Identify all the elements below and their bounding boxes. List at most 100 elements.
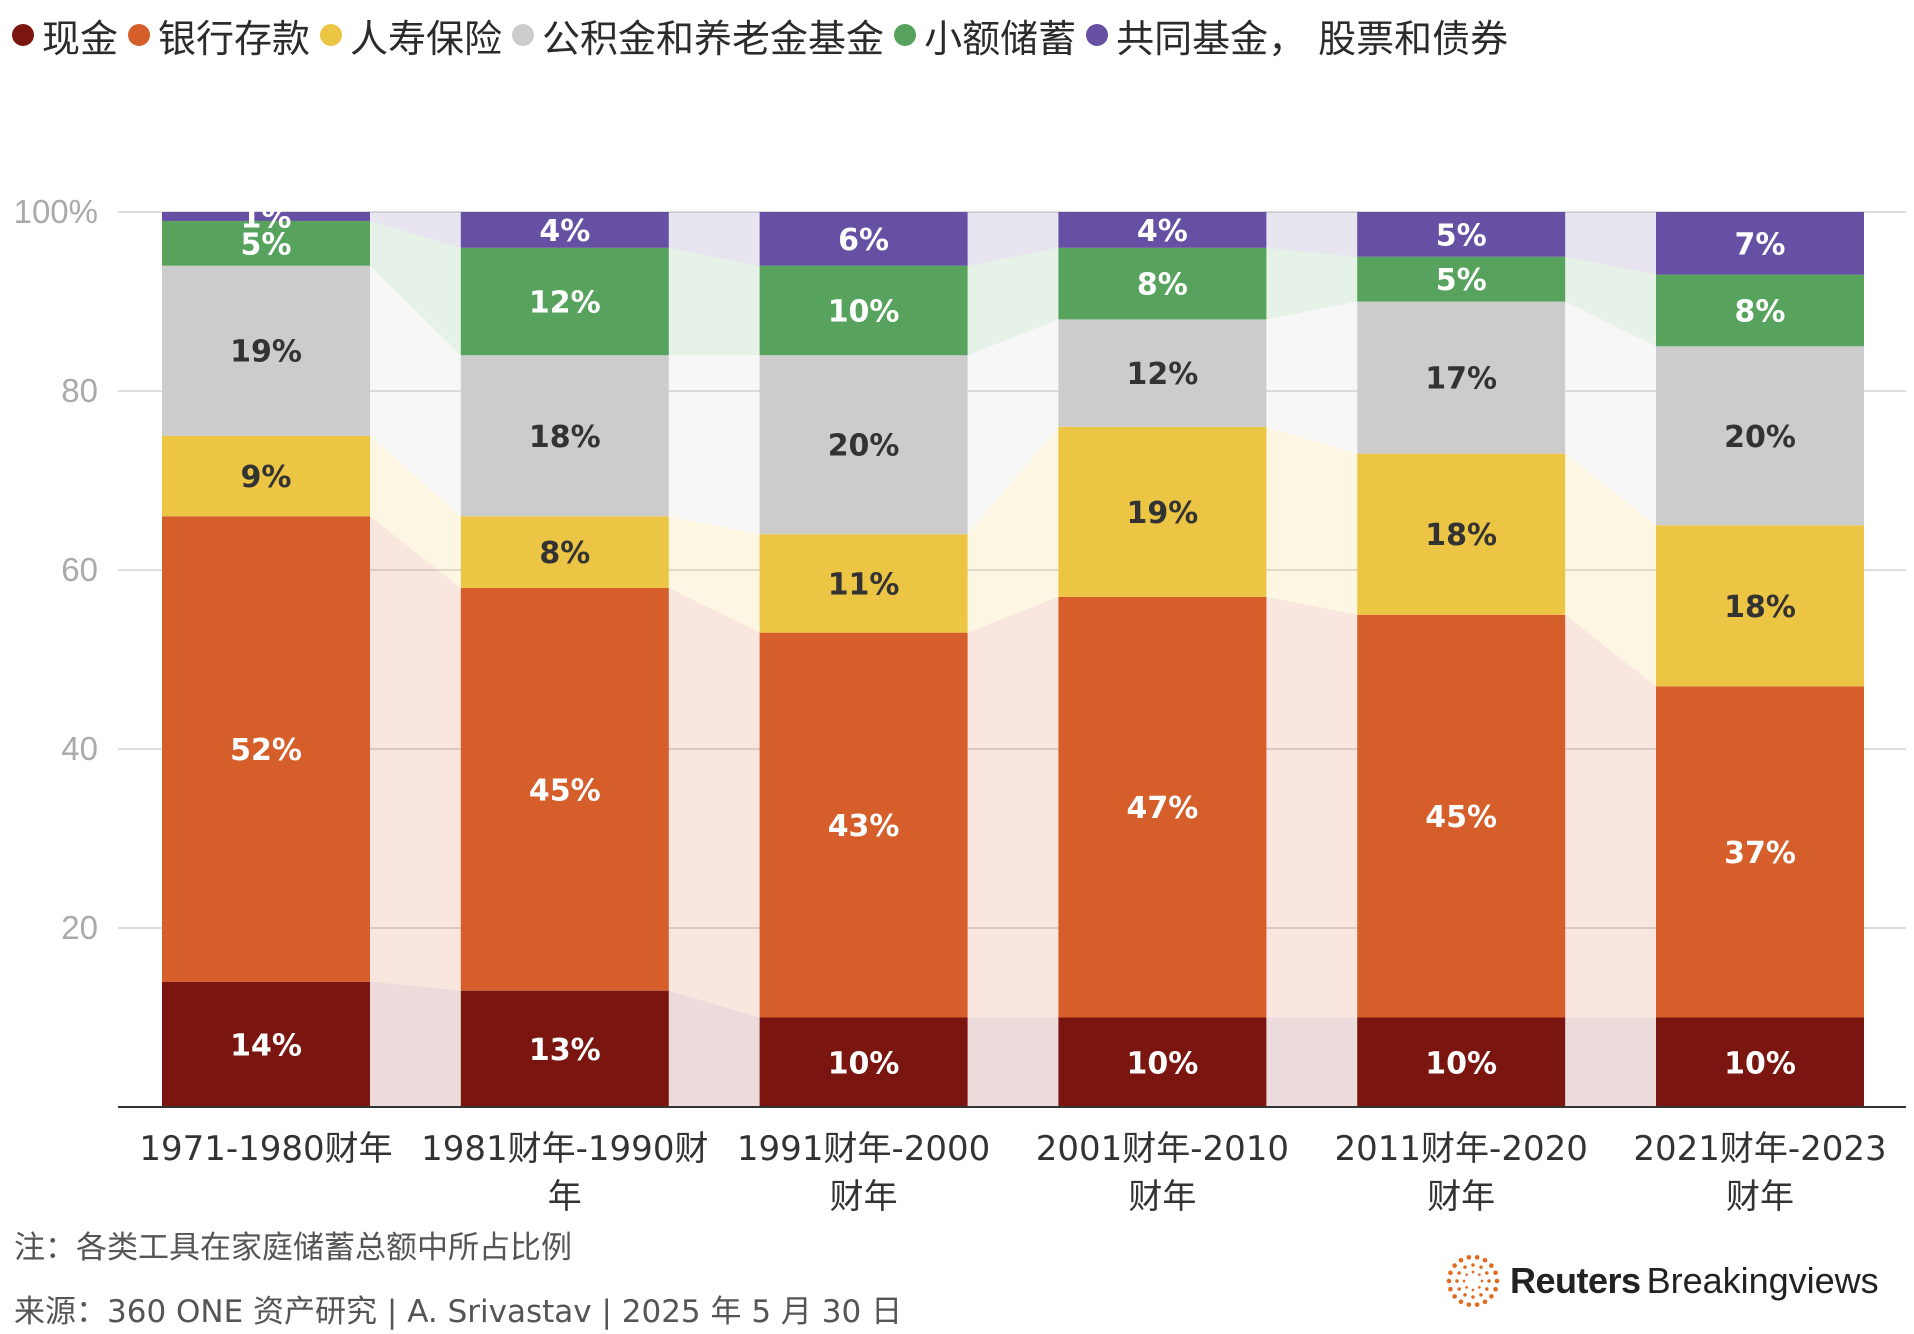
logo-dot (1479, 1293, 1483, 1297)
bar-segment (1656, 346, 1864, 526)
chart-note: 注：各类工具在家庭储蓄总额中所占比例 (14, 1230, 572, 1266)
legend-swatch (894, 24, 917, 46)
data-label: 1% (241, 200, 292, 235)
bar-segment (1058, 319, 1267, 427)
data-label: 6% (838, 223, 889, 258)
connector-ribbon (967, 596, 1059, 1018)
data-label: 52% (230, 733, 302, 768)
logo-dot (1493, 1270, 1498, 1276)
bar-segment (1656, 686, 1864, 1018)
data-label: 4% (539, 214, 590, 249)
data-label: 4% (1137, 214, 1188, 249)
x-tick-label: 1981财年-1990财年 (421, 1129, 708, 1215)
connector-ribbon (1266, 212, 1358, 257)
legend-swatch (12, 24, 34, 46)
logo-dot (1493, 1286, 1498, 1292)
brand-name-strong: Reuters (1510, 1260, 1641, 1301)
bar-segment (162, 220, 370, 266)
x-tick-label-line: 1991财年-2000 (737, 1129, 990, 1169)
connector-ribbon (668, 516, 760, 633)
connector-ribbon (668, 355, 760, 535)
data-label: 18% (1425, 518, 1497, 553)
bar-segment (1357, 256, 1566, 302)
connector-ribbon (668, 212, 760, 266)
connector-ribbon (370, 435, 461, 588)
legend-swatch (512, 24, 535, 46)
x-tick-label: 2011财年-2020 财年 (1335, 1129, 1588, 1215)
logo-dot (1446, 1278, 1452, 1284)
logo-dot (1489, 1294, 1494, 1299)
logo-dot (1494, 1278, 1500, 1284)
legend-item: 银行存款 (128, 8, 320, 63)
bar-segment (1656, 525, 1864, 687)
data-label: 10% (1724, 1046, 1796, 1081)
data-label: 8% (1137, 268, 1188, 303)
legend-label: 小额储蓄 (924, 16, 1077, 61)
legend-label: 人寿保险 (350, 16, 503, 61)
y-tick-label: 100% (14, 193, 98, 230)
logo-dot (1489, 1263, 1494, 1268)
logo-dot (1471, 1263, 1475, 1267)
data-label: 10% (1126, 1046, 1198, 1081)
data-label: 43% (828, 809, 900, 844)
data-label: 18% (529, 420, 601, 455)
bar-segment (759, 212, 968, 266)
bar-segment (1656, 274, 1864, 347)
data-label: 20% (1724, 420, 1796, 455)
legend-item: 共同基金， 股票和债券 (1086, 8, 1518, 63)
brand-logo: Reuters Breakingviews (1446, 1254, 1879, 1308)
legend-item: 现金 (12, 8, 128, 63)
data-label: 17% (1425, 362, 1497, 397)
connector-ribbon (1266, 301, 1358, 454)
connector-ribbon (370, 981, 461, 1107)
data-label: 10% (1425, 1046, 1497, 1081)
bar-segment (1656, 1017, 1864, 1107)
connector-ribbon (1266, 1017, 1358, 1107)
axes: 20 40 60 80 100% 1971-1980财年 1981财年-1990财年 1991… (14, 193, 1906, 1215)
logo-dot (1478, 1273, 1481, 1276)
data-label: 19% (1126, 496, 1198, 531)
x-tick-label: 2021财年-2023 财年 (1633, 1129, 1886, 1215)
bar-segment (1357, 212, 1566, 257)
y-tick-label: 40 (61, 730, 98, 767)
reuters-dot-logo-icon (1446, 1255, 1500, 1307)
bar-segment (759, 1017, 968, 1107)
data-label: 19% (230, 335, 302, 370)
legend-item: 小额储蓄 (894, 8, 1086, 63)
logo-dot (1487, 1279, 1491, 1283)
legend-item: 人寿保险 (320, 8, 512, 63)
legend-label: 共同基金， 股票和债券 (1116, 16, 1509, 61)
bar-segment (1357, 453, 1566, 615)
data-label: 7% (1735, 227, 1786, 262)
data-label: 20% (828, 429, 900, 464)
x-tick-label: 2001财年-2010 财年 (1036, 1129, 1289, 1215)
data-label: 12% (1126, 357, 1198, 392)
logo-dot (1448, 1270, 1453, 1276)
logo-dot (1480, 1279, 1484, 1283)
data-label: 12% (529, 286, 601, 321)
x-tick-label-line: 1971-1980财年 (139, 1129, 392, 1169)
legend-item: 公积金和养老金基金 (512, 8, 894, 63)
bar-segment (1058, 426, 1267, 597)
connector-ribbon (1266, 596, 1358, 1018)
bar-segment (1058, 247, 1267, 320)
legend: 现金 银行存款 人寿保险 公积金和养老金基金 小额储蓄 共同基金， 股票和债券 (12, 8, 1518, 63)
y-tick-label: 80 (61, 372, 98, 409)
bar-segment (1656, 212, 1864, 275)
bar-segment (1357, 1017, 1566, 1107)
bar-segment (759, 534, 968, 633)
bar-segment (460, 212, 669, 248)
bar-segment (460, 516, 669, 588)
chart-source: 来源：360 ONE 资产研究 | A. Srivastav | 2025 年 … (14, 1294, 903, 1330)
logo-dot (1457, 1271, 1461, 1275)
legend-label: 银行存款 (158, 16, 311, 61)
logo-dot (1457, 1287, 1461, 1291)
bar-segment (1357, 301, 1566, 454)
bar-segment (759, 632, 968, 1018)
bar-segment (162, 516, 370, 982)
data-label: 45% (529, 773, 601, 808)
x-tick-label-line: 财年 (1726, 1177, 1794, 1215)
logo-dot (1458, 1299, 1464, 1305)
data-label: 13% (529, 1033, 601, 1068)
bar-segment (162, 435, 370, 517)
